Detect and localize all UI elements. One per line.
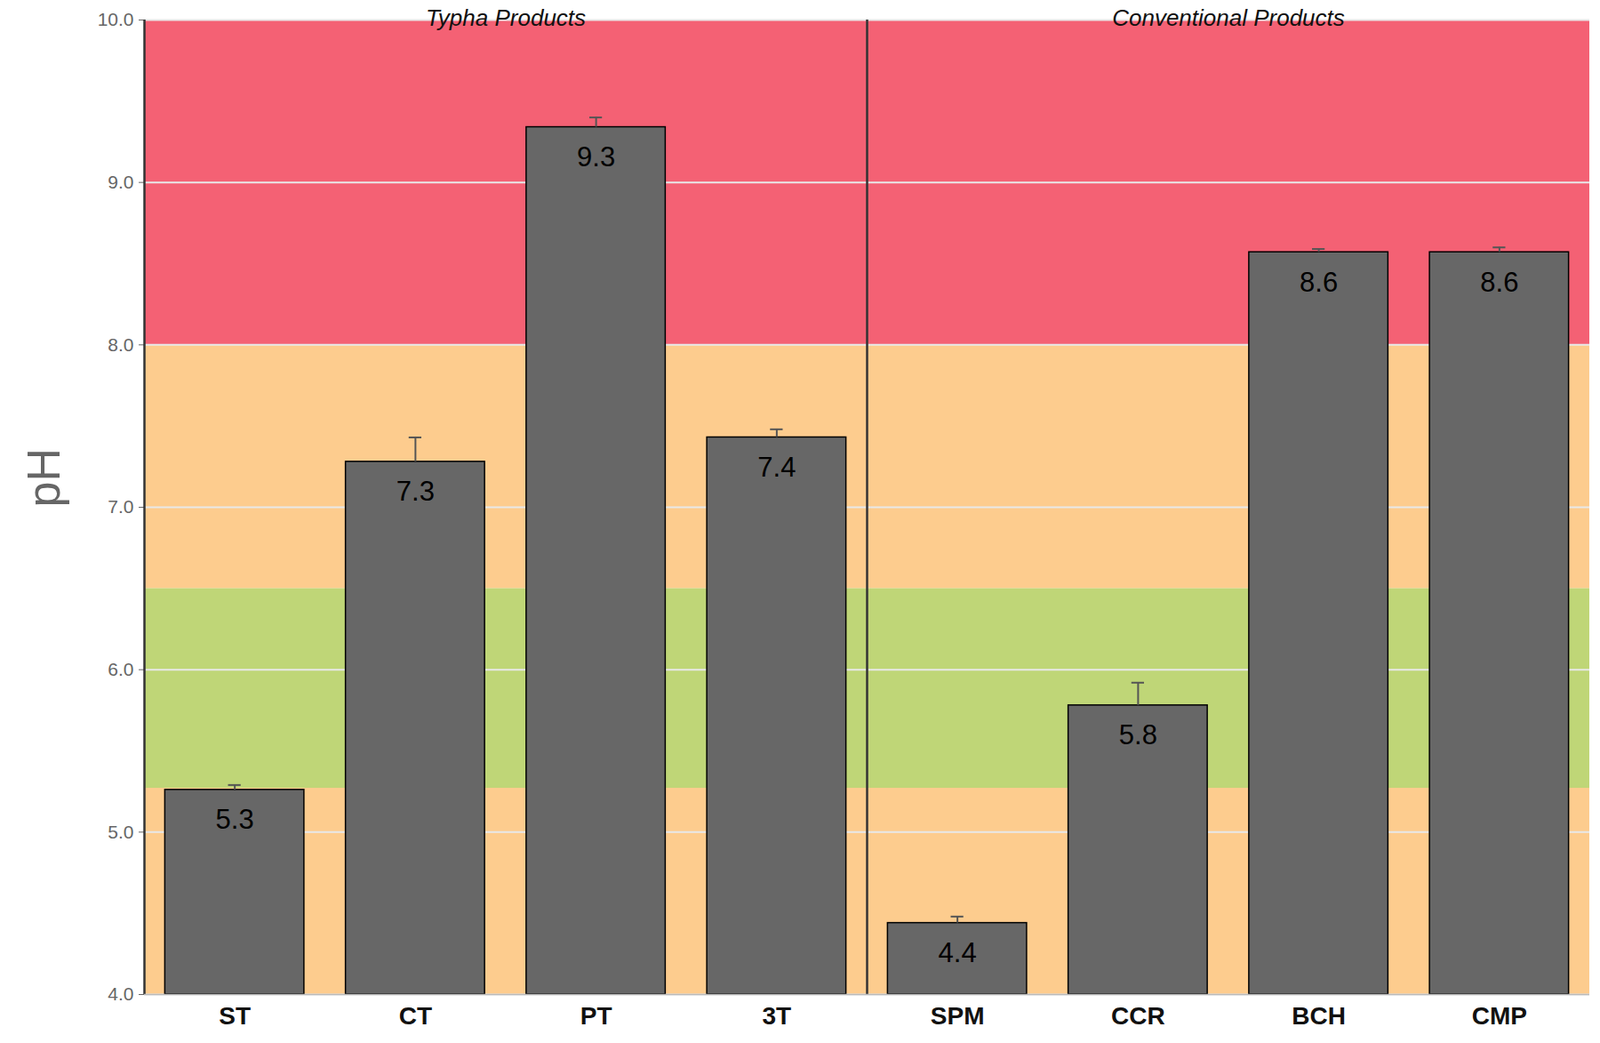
svg-text:7.0: 7.0 bbox=[107, 496, 134, 517]
svg-text:6.0: 6.0 bbox=[107, 658, 134, 680]
svg-text:8.6: 8.6 bbox=[1480, 266, 1519, 298]
svg-text:CMP: CMP bbox=[1472, 1001, 1528, 1030]
svg-text:5.8: 5.8 bbox=[1119, 719, 1158, 751]
svg-text:7.4: 7.4 bbox=[757, 451, 796, 483]
svg-text:4.4: 4.4 bbox=[938, 936, 977, 968]
svg-text:SPM: SPM bbox=[930, 1001, 985, 1030]
svg-text:ST: ST bbox=[218, 1001, 251, 1030]
svg-text:8.0: 8.0 bbox=[107, 334, 134, 355]
svg-text:PT: PT bbox=[580, 1001, 613, 1030]
svg-text:9.3: 9.3 bbox=[576, 141, 616, 173]
svg-text:CT: CT bbox=[399, 1001, 432, 1030]
svg-text:3T: 3T bbox=[762, 1001, 792, 1030]
svg-text:5.3: 5.3 bbox=[216, 803, 255, 835]
svg-text:5.0: 5.0 bbox=[107, 821, 134, 842]
svg-text:Conventional Products: Conventional Products bbox=[1112, 4, 1345, 32]
svg-text:CCR: CCR bbox=[1111, 1001, 1166, 1030]
svg-text:pH: pH bbox=[17, 448, 70, 507]
svg-text:4.0: 4.0 bbox=[107, 983, 134, 1004]
svg-text:9.0: 9.0 bbox=[107, 171, 134, 192]
svg-text:BCH: BCH bbox=[1291, 1001, 1346, 1030]
svg-text:Typha Products: Typha Products bbox=[425, 4, 586, 32]
svg-text:7.3: 7.3 bbox=[396, 475, 435, 507]
svg-text:8.6: 8.6 bbox=[1299, 266, 1338, 298]
svg-text:10.0: 10.0 bbox=[97, 8, 135, 30]
